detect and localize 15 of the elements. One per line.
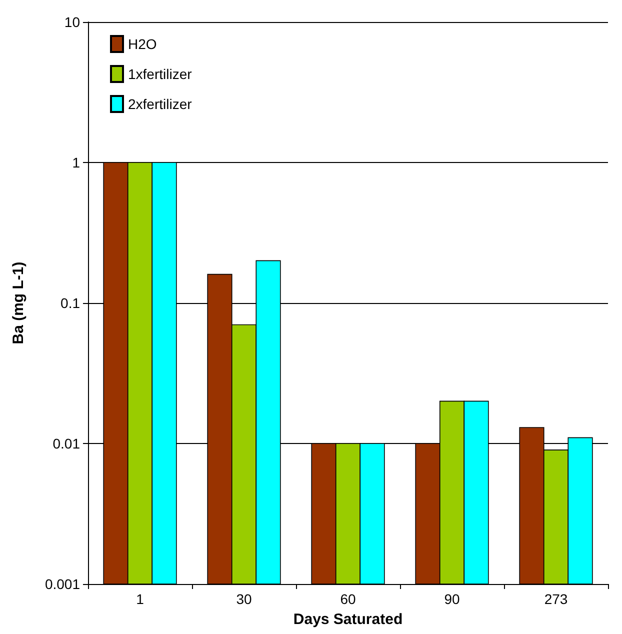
legend-label: 1xfertilizer — [128, 66, 192, 82]
legend-label: H2O — [128, 36, 157, 52]
x-axis-title: Days Saturated — [293, 611, 403, 628]
x-tick-label: 1 — [136, 591, 144, 607]
y-axis-title: Ba (mg L-1) — [10, 262, 27, 344]
x-tick-label: 273 — [544, 591, 568, 607]
y-tick-label: 0.1 — [60, 295, 80, 311]
y-tick-label: 0.001 — [44, 576, 80, 592]
x-tick-label: 30 — [236, 591, 252, 607]
y-tick-label: 1 — [72, 154, 80, 170]
y-tick-label: 0.01 — [52, 436, 80, 452]
x-tick-label: 90 — [444, 591, 460, 607]
legend-label: 2xfertilizer — [128, 96, 192, 112]
y-tick-label: 10 — [64, 14, 80, 30]
x-tick-label: 60 — [340, 591, 356, 607]
